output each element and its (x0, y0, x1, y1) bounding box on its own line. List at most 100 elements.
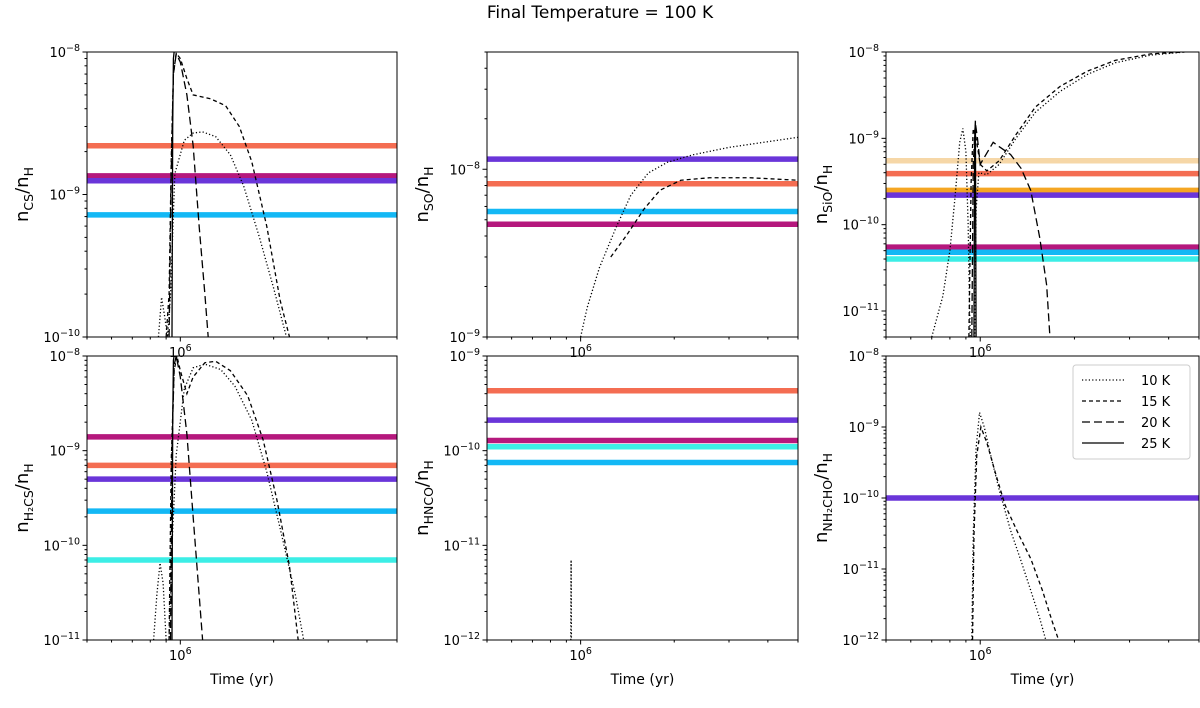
y-label-sub2: H (820, 165, 835, 174)
legend-label: 25 K (1141, 437, 1171, 452)
y-tick-base: 10 (43, 539, 60, 554)
y-tick-exponent: −11 (60, 631, 80, 642)
y-label-rest: /n (12, 473, 33, 490)
y-tick-base: 10 (49, 189, 66, 204)
series-group (157, 52, 291, 337)
y-tick-base: 10 (43, 634, 60, 649)
y-label-rest: /n (811, 462, 832, 479)
y-tick-exponent: −10 (460, 442, 480, 453)
y-tick-label: 10−11 (842, 560, 879, 578)
x-tick-base: 10 (169, 346, 186, 361)
model-curve-short-dashed (168, 356, 299, 640)
y-tick-exponent: −12 (460, 631, 480, 642)
y-tick-base: 10 (842, 634, 859, 649)
y-tick-label: 10−8 (49, 347, 80, 365)
y-tick-base: 10 (848, 132, 865, 147)
y-tick-exponent: −9 (466, 328, 480, 339)
y-tick-base: 10 (842, 219, 859, 234)
y-tick-base: 10 (49, 46, 66, 61)
y-tick-label: 10−10 (842, 216, 879, 234)
y-label-sub2: H (820, 453, 835, 462)
model-curve-long-dashed (169, 356, 204, 640)
y-label-sub2: H (421, 166, 436, 175)
y-axis-label: nNH₂CHO/nH (811, 453, 835, 543)
plot-frame (885, 51, 1200, 338)
y-tick-label: 10−9 (449, 347, 480, 365)
y-tick-label: 10−12 (443, 631, 480, 649)
y-tick-label: 10−9 (848, 418, 879, 436)
y-tick-base: 10 (842, 305, 859, 320)
y-tick-exponent: −9 (66, 186, 80, 197)
y-label-main: n (12, 521, 33, 532)
y-tick-exponent: −8 (66, 347, 80, 358)
x-tick-exponent: 6 (586, 646, 592, 657)
y-tick-base: 10 (449, 163, 466, 178)
y-tick-label: 10−9 (49, 442, 80, 460)
y-label-sub: H₂CS (21, 490, 36, 521)
y-tick-label: 10−9 (49, 186, 80, 204)
x-tick-base: 10 (569, 649, 586, 664)
y-tick-base: 10 (842, 492, 859, 507)
y-tick-label: 10−10 (43, 536, 80, 554)
y-tick-exponent: −9 (865, 129, 879, 140)
series-group (971, 412, 1060, 640)
x-tick-base: 10 (969, 649, 986, 664)
y-label-sub: HNCO (421, 487, 436, 524)
model-curve-dotted (157, 131, 288, 337)
y-tick-base: 10 (842, 563, 859, 578)
x-axis-label: Time (yr) (1010, 672, 1075, 688)
y-tick-exponent: −10 (859, 489, 879, 500)
plot-frame (86, 51, 398, 338)
x-axis-label: Time (yr) (610, 672, 675, 688)
y-tick-base: 10 (443, 445, 460, 460)
y-label-rest: /n (12, 176, 33, 193)
x-tick-label: 106 (969, 646, 992, 664)
y-tick-label: 10−8 (49, 43, 80, 61)
y-tick-label: 10−8 (848, 347, 879, 365)
y-tick-label: 10−10 (842, 489, 879, 507)
y-axis-label: nHNCO/nH (412, 460, 436, 536)
y-tick-label: 10−9 (848, 129, 879, 147)
y-label-main: n (811, 532, 832, 543)
y-tick-exponent: −11 (460, 536, 480, 547)
y-axis-label: nCS/nH (12, 167, 36, 222)
y-tick-base: 10 (848, 46, 865, 61)
y-tick-label: 10−8 (848, 43, 879, 61)
x-tick-label: 106 (169, 343, 192, 361)
y-tick-label: 10−8 (449, 160, 480, 178)
x-tick-exponent: 6 (186, 646, 192, 657)
figure-title: Final Temperature = 100 K (487, 3, 714, 23)
model-curve-dotted (570, 559, 573, 640)
y-label-main: n (412, 524, 433, 535)
y-tick-base: 10 (443, 539, 460, 554)
model-curve-short-dashed (968, 52, 1185, 337)
model-curve-solid (973, 120, 977, 337)
y-tick-label: 10−11 (443, 536, 480, 554)
y-tick-exponent: −9 (466, 347, 480, 358)
y-tick-exponent: −9 (865, 418, 879, 429)
y-tick-label: 10−11 (43, 631, 80, 649)
x-tick-base: 10 (569, 346, 586, 361)
model-curve-short-dashed (971, 424, 1060, 640)
x-tick-exponent: 6 (186, 343, 192, 354)
x-tick-base: 10 (969, 346, 986, 361)
y-tick-exponent: −8 (865, 347, 879, 358)
legend-box (1072, 364, 1191, 460)
legend-label: 20 K (1141, 416, 1171, 431)
model-curve-solid (171, 52, 175, 337)
model-curve-dotted (579, 136, 798, 337)
model-curve-short-dashed (610, 177, 798, 258)
y-axis-label: nSiO/nH (811, 165, 835, 225)
x-axis-label: Time (yr) (209, 672, 274, 688)
y-tick-base: 10 (848, 350, 865, 365)
model-curve-dotted (971, 412, 1047, 640)
y-tick-exponent: −10 (859, 216, 879, 227)
series-group (579, 136, 798, 337)
x-tick-label: 106 (169, 646, 192, 664)
plot-frame (86, 355, 398, 641)
